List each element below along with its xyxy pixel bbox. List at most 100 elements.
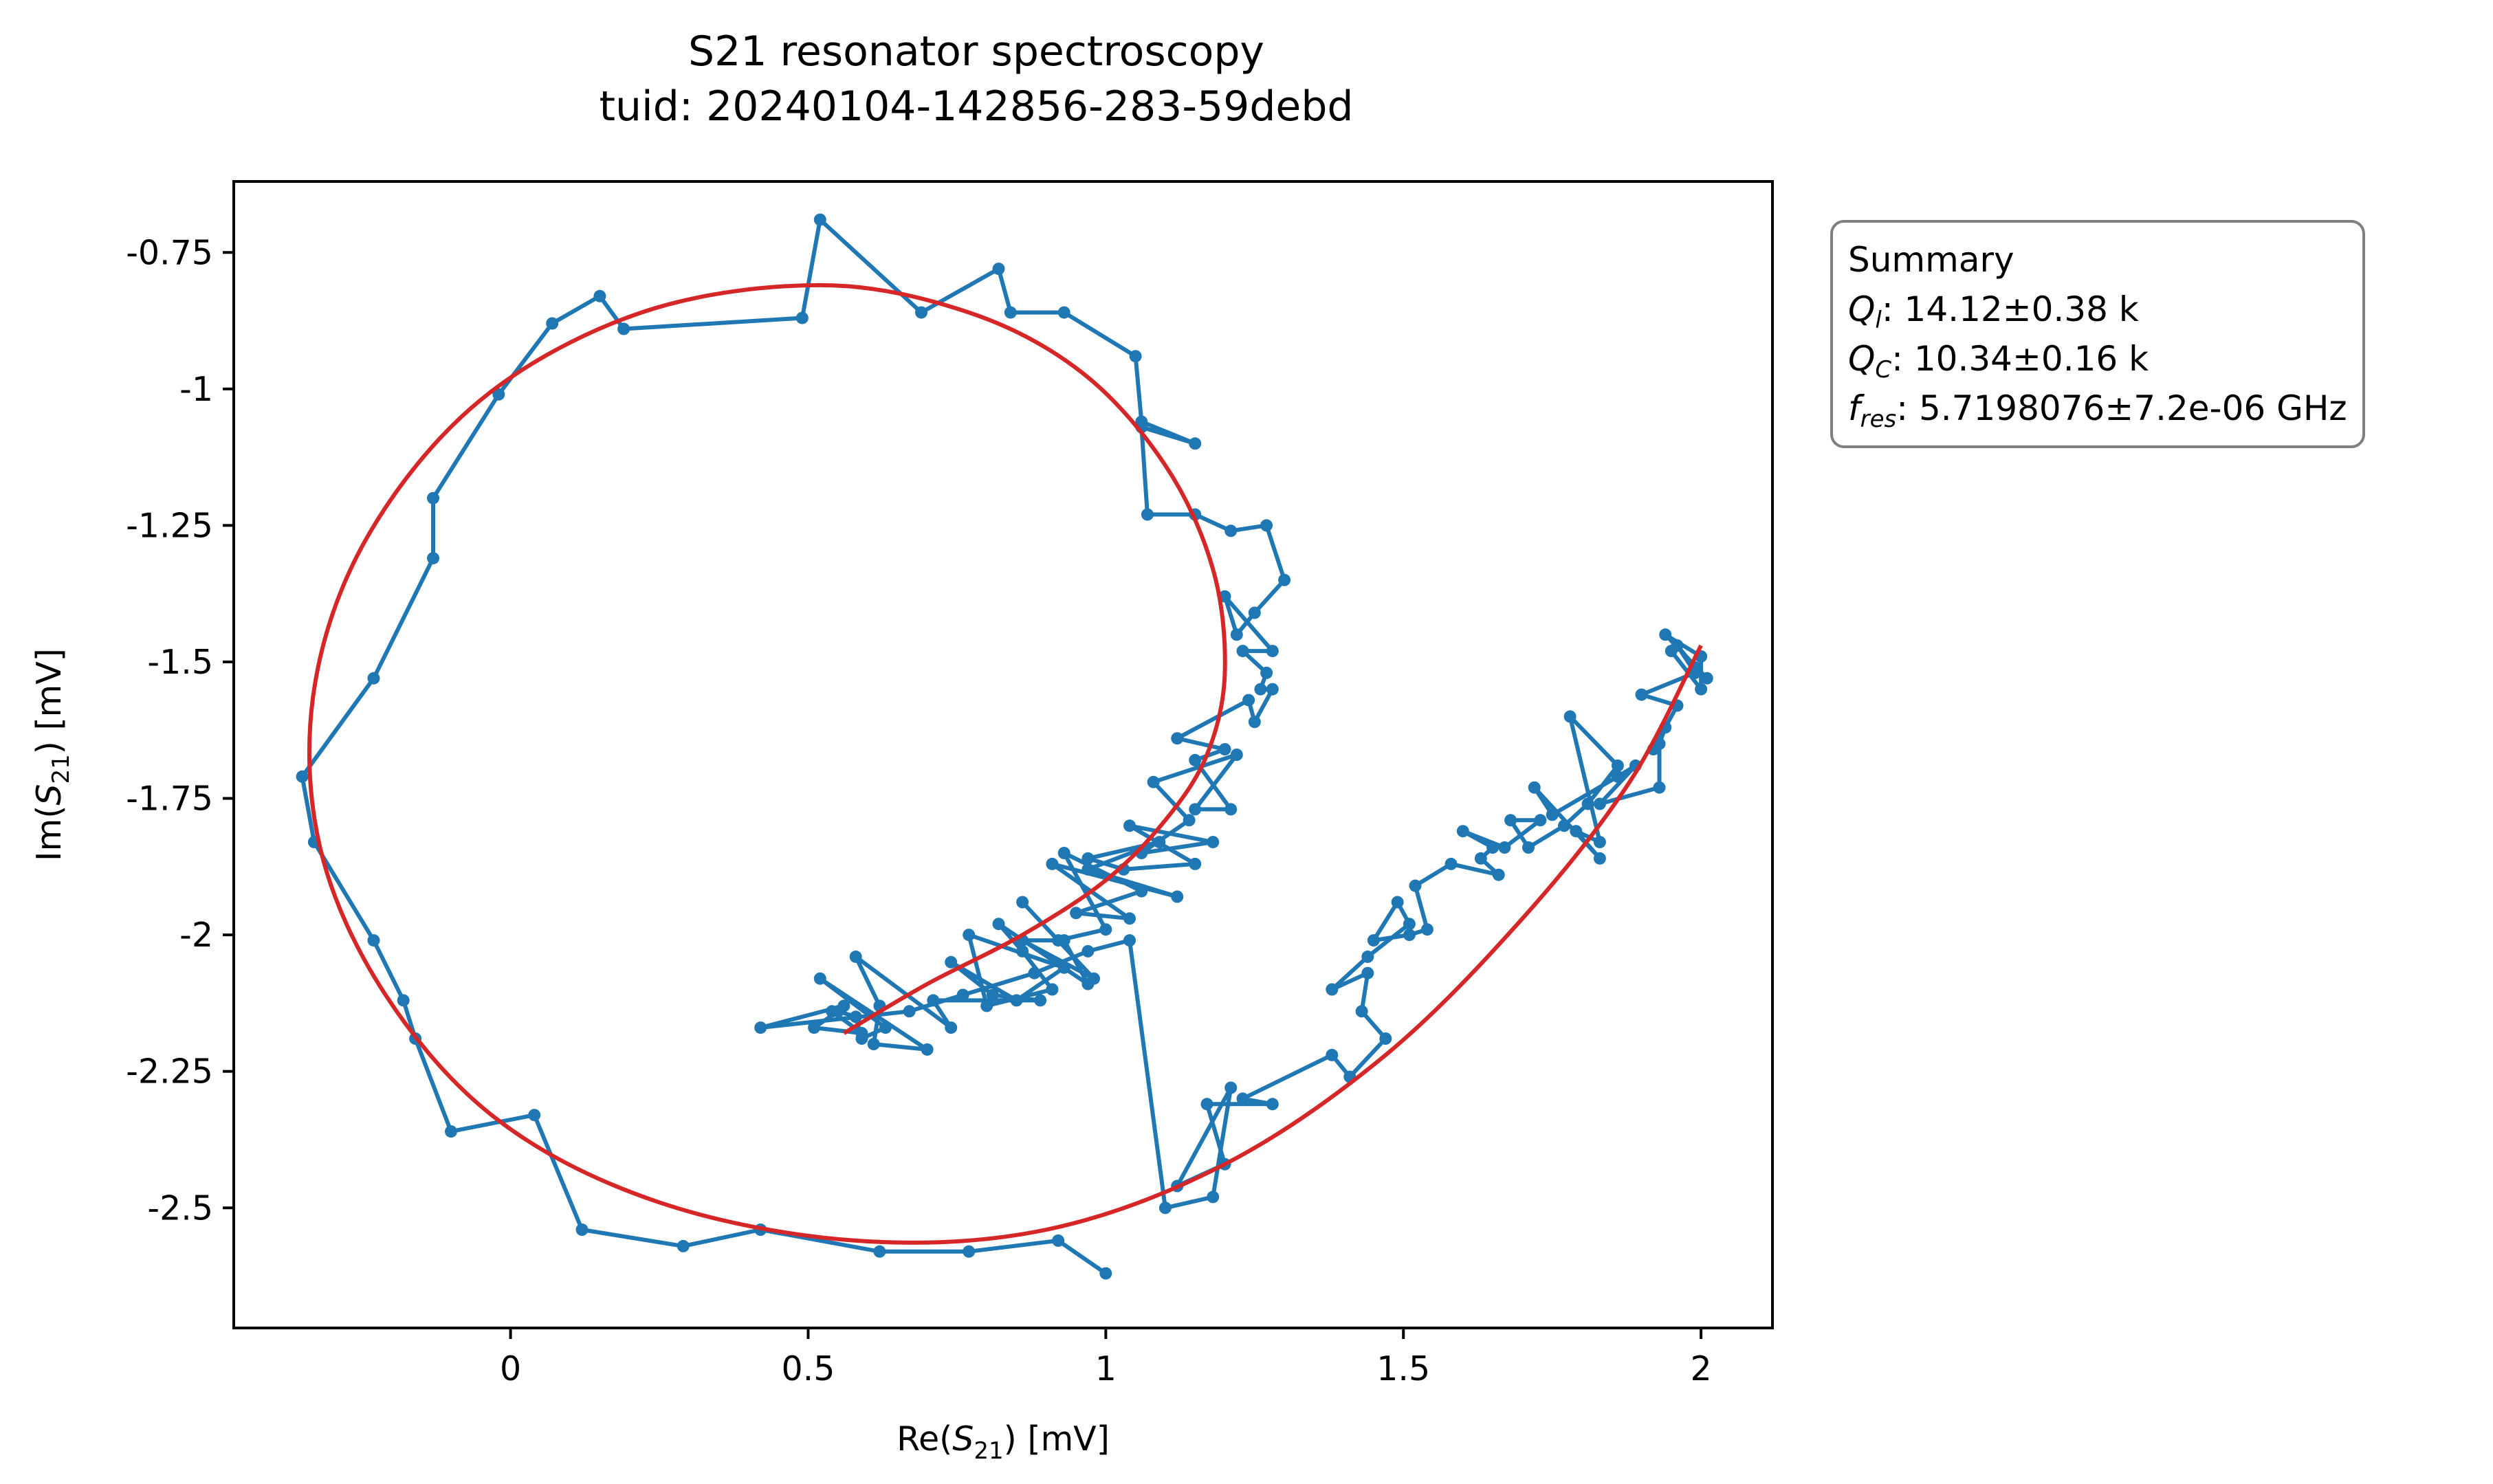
- data-point: [445, 1125, 457, 1138]
- data-point: [677, 1240, 690, 1252]
- data-point: [1034, 994, 1046, 1006]
- data-point: [1099, 923, 1112, 935]
- data-point: [1123, 912, 1136, 924]
- data-point: [1659, 628, 1671, 641]
- data-point: [868, 1038, 880, 1050]
- data-point: [1058, 307, 1070, 319]
- data-point: [1564, 710, 1577, 722]
- data-point: [1528, 782, 1541, 794]
- chart-title: S21 resonator spectroscopy: [688, 27, 1264, 76]
- data-point: [1457, 825, 1469, 837]
- x-tick-label: 1.5: [1376, 1349, 1430, 1388]
- y-tick-label: -1.5: [147, 643, 213, 682]
- data-point: [993, 263, 1005, 275]
- x-tick-label: 1: [1095, 1349, 1117, 1388]
- data-point: [1266, 683, 1279, 696]
- data-point: [1207, 836, 1219, 848]
- data-point: [1141, 509, 1154, 521]
- x-tick-label: 0.5: [781, 1349, 835, 1388]
- data-point: [1224, 1082, 1237, 1094]
- data-point: [1046, 984, 1058, 996]
- data-point: [368, 672, 380, 685]
- data-point: [855, 1027, 868, 1039]
- data-point: [1070, 907, 1082, 919]
- data-point: [1058, 847, 1070, 859]
- data-point: [1695, 683, 1707, 696]
- data-point: [963, 929, 975, 941]
- data-point: [1052, 1234, 1064, 1247]
- y-tick-label: -1.75: [126, 779, 213, 819]
- data-point: [617, 323, 630, 335]
- data-point: [837, 999, 850, 1012]
- data-point: [1081, 852, 1094, 865]
- summary-ql: Ql: 14.12±0.38 k: [1848, 285, 2347, 334]
- data-point: [1189, 803, 1201, 815]
- data-point: [945, 956, 957, 968]
- data-point: [1594, 798, 1606, 810]
- data-point: [1189, 437, 1201, 450]
- data-point: [993, 918, 1005, 930]
- data-point: [427, 492, 439, 505]
- data-point: [903, 1005, 916, 1017]
- data-point: [1046, 858, 1058, 870]
- data-point: [1266, 1098, 1279, 1110]
- data-point: [1361, 951, 1374, 963]
- data-point: [1636, 689, 1648, 701]
- data-point: [980, 999, 993, 1012]
- plot-area: [234, 181, 1772, 1328]
- data-point: [1011, 994, 1023, 1006]
- data-point: [1356, 1005, 1368, 1017]
- data-point: [368, 934, 380, 946]
- data-point: [796, 312, 809, 324]
- data-point: [1016, 945, 1029, 957]
- data-point: [1099, 1267, 1112, 1280]
- data-point: [1326, 1049, 1338, 1061]
- y-axis-label: Im(S21) [mV]: [30, 648, 75, 861]
- data-point: [1058, 934, 1070, 946]
- data-point: [1237, 645, 1249, 657]
- data-point: [1254, 683, 1266, 696]
- data-point: [1135, 885, 1147, 898]
- data-point: [1594, 852, 1606, 865]
- data-point: [1266, 645, 1279, 657]
- data-point: [1486, 841, 1499, 854]
- data-point: [1219, 743, 1231, 755]
- x-tick-label: 0: [500, 1349, 521, 1388]
- data-point: [1498, 841, 1511, 854]
- data-point: [1224, 524, 1237, 537]
- data-point: [1231, 628, 1243, 641]
- data-point: [873, 1245, 886, 1258]
- data-point: [546, 318, 558, 330]
- data-point: [1654, 782, 1666, 794]
- y-axis: -0.75-1-1.25-1.5-1.75-2-2.25-2.5: [126, 233, 234, 1228]
- data-point: [814, 973, 826, 985]
- data-point: [1159, 1201, 1172, 1214]
- data-point: [1570, 825, 1582, 837]
- data-point: [850, 951, 862, 963]
- x-axis: 0 0.5 1 1.5 2: [500, 1328, 1712, 1388]
- data-point: [1701, 672, 1713, 685]
- data-point: [1081, 978, 1094, 990]
- data-point: [1249, 607, 1261, 619]
- summary-fres: fres: 5.7198076±7.2e-06 GHz: [1848, 384, 2347, 433]
- data-point: [1207, 1190, 1219, 1203]
- data-point: [1445, 858, 1458, 870]
- data-point: [1403, 918, 1416, 930]
- data-point: [296, 771, 309, 783]
- y-tick-label: -2.25: [126, 1052, 213, 1092]
- data-point: [1379, 1032, 1392, 1045]
- data-point: [1612, 771, 1624, 783]
- data-point: [1612, 760, 1624, 772]
- data-point: [1665, 645, 1678, 657]
- data-point: [1522, 841, 1535, 854]
- data-point: [593, 290, 606, 302]
- data-point: [1260, 519, 1273, 531]
- y-tick-label: -1.25: [126, 506, 213, 545]
- data-point: [1058, 962, 1070, 974]
- data-point: [1231, 749, 1243, 761]
- data-point: [1242, 694, 1255, 707]
- data-point: [1582, 798, 1594, 810]
- data-point: [1004, 307, 1017, 319]
- data-point: [1403, 929, 1416, 941]
- data-point: [1504, 814, 1517, 826]
